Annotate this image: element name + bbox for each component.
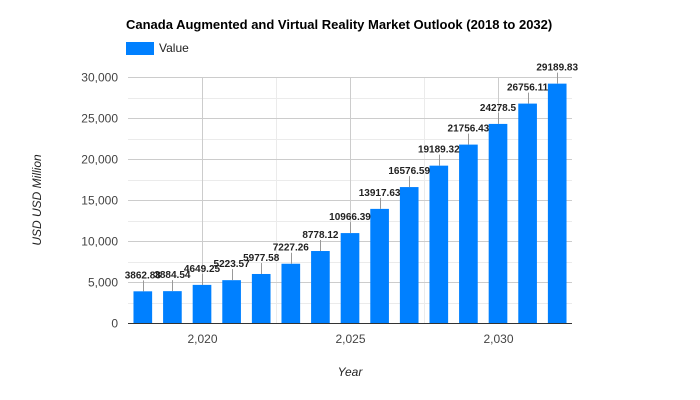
y-axis-title: USD USD Million	[30, 154, 44, 246]
bar	[311, 251, 330, 323]
bar	[399, 187, 419, 323]
data-label: 16576.59	[388, 166, 430, 177]
x-tick-label: 2,025	[335, 332, 365, 346]
legend: Value	[126, 41, 189, 55]
x-tick-label: 2,030	[483, 332, 513, 346]
data-label: 3884.54	[154, 270, 191, 281]
bar	[547, 83, 567, 323]
y-tick-label: 20,000	[81, 153, 118, 167]
y-tick-label: 0	[111, 317, 118, 331]
y-tick-label: 10,000	[81, 235, 118, 249]
data-label: 4649.25	[184, 264, 221, 275]
data-label: 5977.58	[243, 253, 280, 264]
legend-swatch	[126, 41, 154, 55]
y-tick-label: 15,000	[81, 194, 118, 208]
y-tick-label: 25,000	[81, 112, 118, 126]
data-label: 19189.32	[418, 145, 460, 156]
data-label: 26756.11	[507, 83, 549, 94]
bar	[340, 233, 360, 323]
data-label: 29189.83	[536, 63, 578, 74]
bar	[192, 284, 212, 323]
bar	[133, 291, 153, 323]
data-label: 5223.57	[214, 259, 251, 270]
data-label: 8778.12	[302, 230, 339, 241]
bar	[518, 103, 537, 323]
bar	[222, 280, 241, 323]
y-tick-label: 30,000	[81, 71, 118, 85]
x-tick-label: 2,020	[187, 332, 217, 346]
data-label: 10966.39	[329, 212, 371, 223]
bar	[163, 291, 182, 323]
data-label: 21756.43	[448, 124, 490, 135]
x-axis-title: Year	[338, 365, 364, 379]
bar	[459, 144, 478, 323]
legend-label: Value	[159, 41, 189, 55]
bar	[281, 263, 301, 323]
bar	[488, 123, 508, 323]
data-label: 7227.26	[273, 243, 310, 254]
data-labels: 3862.883884.544649.255223.575977.587227.…	[125, 63, 578, 292]
chart-title: Canada Augmented and Virtual Reality Mar…	[126, 17, 553, 32]
y-tick-label: 5,000	[88, 276, 118, 290]
bar	[251, 273, 271, 323]
data-label: 13917.63	[359, 188, 401, 199]
bars	[133, 83, 567, 323]
data-label: 24278.5	[480, 103, 517, 114]
axes: 0 5,000 10,000 15,000 20,000 25,000 30,000 2,02…	[81, 71, 572, 346]
bar	[429, 165, 449, 323]
bar	[370, 208, 389, 323]
data-label: 3862.88	[125, 270, 162, 281]
